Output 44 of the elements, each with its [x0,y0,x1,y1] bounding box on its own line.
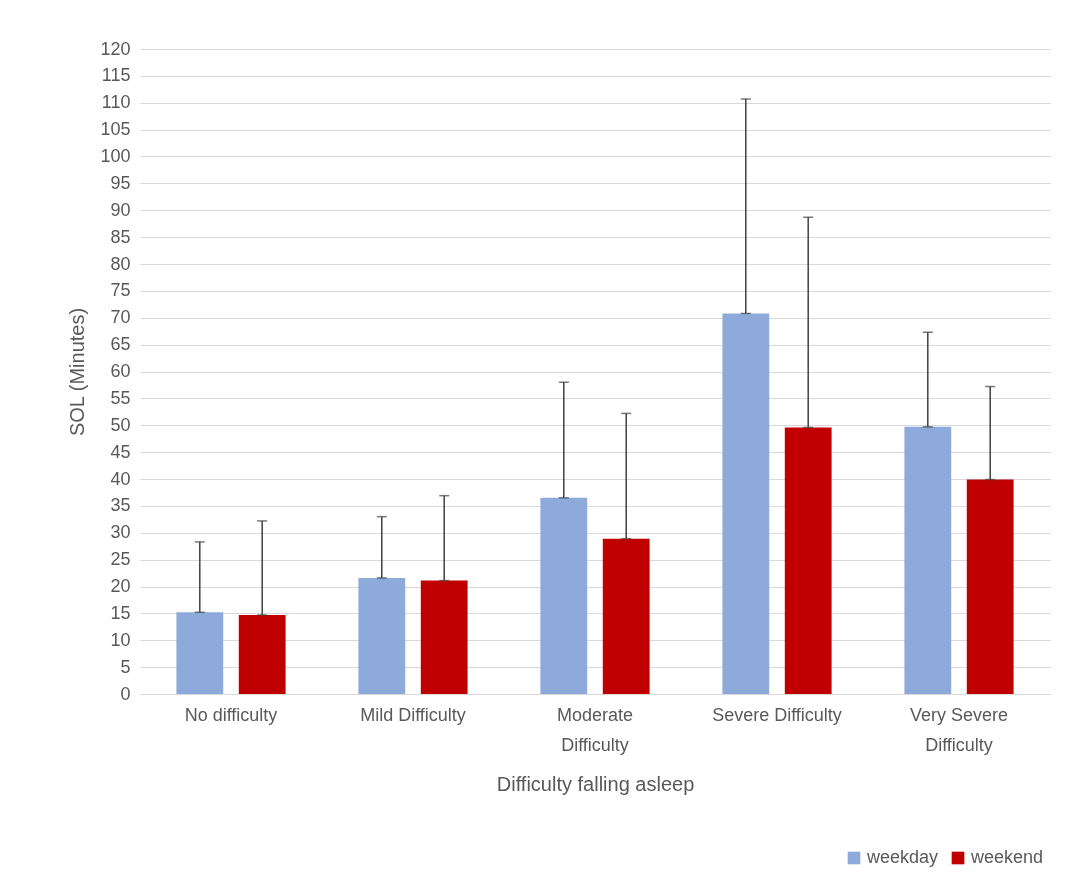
bar [238,614,286,694]
x-tick-label: Moderate Difficulty [556,704,634,755]
y-tick-label: 75 [110,280,131,301]
legend-label: weekend [970,847,1044,867]
y-tick-label: 25 [110,549,131,570]
bar [722,313,770,694]
x-tick-label: Severe Difficulty [712,704,842,725]
y-tick-label: 0 [120,683,131,704]
y-tick-label: 20 [110,576,131,596]
bar [966,479,1014,694]
y-tick-label: 10 [110,629,131,650]
y-tick-label: 5 [120,656,131,677]
y-tick-label: 15 [110,602,131,623]
y-tick-label: 70 [110,307,131,328]
y-tick-label: 120 [100,38,131,59]
y-tick-label: 105 [100,119,131,140]
y-tick-label: 40 [110,468,131,489]
y-tick-label: 110 [101,92,131,113]
y-tick-label: 45 [110,441,131,462]
y-tick-label: 85 [110,226,131,247]
y-tick-label: 65 [110,334,131,355]
bar [540,497,588,694]
y-tick-label: 115 [101,65,131,86]
bar [602,538,650,694]
y-tick-label: 60 [110,361,131,381]
bar [784,427,832,694]
x-tick-label: Very Severe Difficulty [909,704,1009,755]
y-tick-label: 95 [110,172,131,193]
x-tick-label: Mild Difficulty [360,704,466,725]
bar [904,426,952,694]
y-axis-title: SOL (Minutes) [66,307,89,437]
bar [358,577,406,694]
x-axis-title: Difficulty falling asleep [496,772,695,795]
legend-label: weekday [866,847,939,867]
y-tick-label: 100 [100,146,131,166]
y-tick-label: 35 [110,495,131,516]
y-tick-label: 55 [110,387,131,408]
bar [176,612,224,694]
y-tick-label: 90 [110,199,131,220]
bar [420,580,468,694]
x-tick-label: No difficulty [184,704,278,725]
y-tick-label: 50 [110,414,131,435]
y-tick-label: 30 [110,522,131,543]
y-tick-label: 80 [110,253,131,274]
